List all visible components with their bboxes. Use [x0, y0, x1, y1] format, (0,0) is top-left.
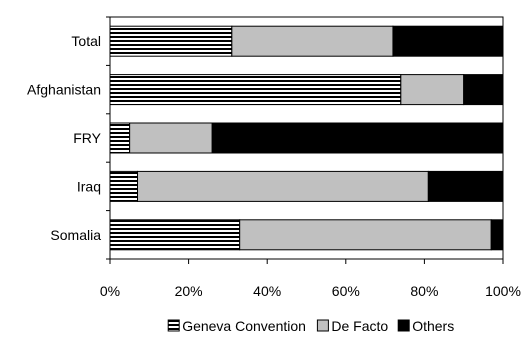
category-label-total: Total [71, 33, 101, 49]
legend-swatch-de-facto [316, 319, 329, 332]
bar-fry-others [211, 122, 504, 154]
x-tick-label-100: 100% [485, 283, 521, 299]
bar-fry-de-facto [129, 122, 213, 154]
bar-fry-geneva-convention [109, 122, 131, 154]
x-tick-label-60: 60% [332, 283, 360, 299]
legend-swatch-geneva-convention [167, 319, 180, 332]
bar-iraq-geneva-convention [109, 170, 139, 202]
legend-swatch-others [397, 319, 410, 332]
x-tick-label-20: 20% [175, 283, 203, 299]
bar-somalia-others [490, 219, 504, 251]
category-label-iraq: Iraq [77, 178, 101, 194]
bar-iraq-de-facto [137, 170, 429, 202]
bar-somalia-geneva-convention [109, 219, 241, 251]
category-labels: Total Afghanistan FRY Iraq Somalia [27, 33, 102, 243]
axis-layer [106, 16, 504, 264]
bar-afghanistan-de-facto [400, 74, 465, 106]
bar-total-de-facto [231, 25, 394, 57]
bar-total-others [392, 25, 504, 57]
x-tick-label-0: 0% [100, 283, 120, 299]
legend-label-de-facto: De Facto [331, 318, 388, 334]
category-label-afghanistan: Afghanistan [27, 82, 101, 98]
bar-iraq-others [427, 170, 504, 202]
bar-afghanistan-geneva-convention [109, 74, 402, 106]
legend-label-others: Others [412, 318, 454, 334]
plot-area [109, 16, 504, 260]
x-tick-label-80: 80% [410, 283, 438, 299]
category-label-somalia: Somalia [50, 227, 101, 243]
category-label-fry: FRY [73, 130, 101, 146]
bar-total-geneva-convention [109, 25, 233, 57]
x-tick-label-40: 40% [253, 283, 281, 299]
bar-somalia-de-facto [239, 219, 492, 251]
legend: Geneva Convention De Facto Others [167, 318, 454, 334]
bar-afghanistan-others [463, 74, 504, 106]
x-tick-labels: 0% 20% 40% 60% 80% 100% [100, 283, 521, 299]
legend-label-geneva-convention: Geneva Convention [182, 318, 306, 334]
bars-layer [109, 25, 504, 251]
